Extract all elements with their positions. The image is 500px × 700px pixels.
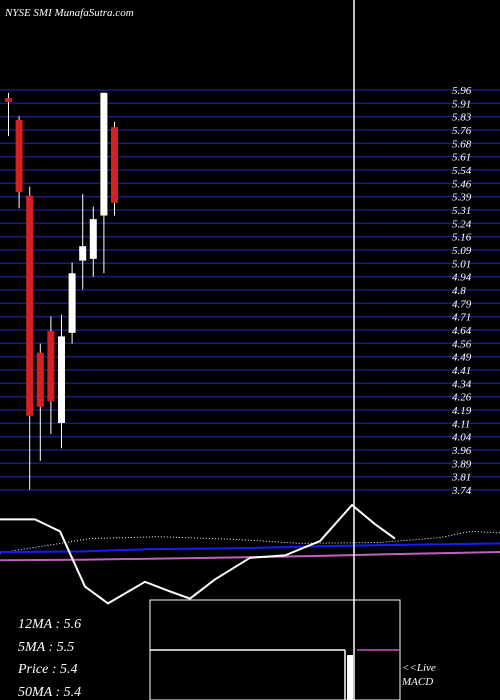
price-tick-label: 5.54 (452, 165, 472, 177)
candle-body (36, 352, 44, 407)
price-tick-label: 4.26 (452, 392, 472, 404)
price-tick-labels: 5.965.91 5.835.765.68 5.615.545.46 5.395.31… (451, 85, 472, 497)
stat-50ma: 50MA : 5.4 (18, 685, 81, 700)
candle-body (15, 119, 23, 193)
candle-body (79, 246, 87, 261)
stat-5ma: 5MA : 5.5 (18, 640, 74, 655)
macd-line (0, 503, 396, 605)
price-tick-label: 4.79 (452, 298, 472, 310)
price-tick-label: 5.09 (452, 245, 472, 257)
price-tick-label: 5.76 (452, 125, 472, 137)
chart-title: NYSE SMI MunafaSutra.com (4, 7, 134, 19)
macd-box (149, 599, 401, 700)
price-tick-label: 5.39 (452, 192, 472, 204)
price-tick-label: 4.49 (452, 352, 472, 364)
price-tick-label: 5.96 (452, 85, 472, 97)
macd-label: <<Live MACD (401, 662, 439, 688)
candle-body (89, 219, 97, 259)
candle-body (100, 92, 108, 216)
candlesticks (5, 92, 118, 490)
price-tick-label: 5.68 (452, 138, 472, 150)
price-tick-label: 3.89 (451, 458, 472, 470)
candle-body (5, 98, 12, 102)
price-tick-label: 3.74 (451, 485, 472, 497)
stat-price: Price : 5.4 (17, 662, 78, 677)
ma-dotted-line (0, 530, 500, 554)
price-tick-label: 4.04 (452, 432, 472, 444)
candle-body (58, 336, 65, 424)
price-tick-label: 5.01 (452, 258, 471, 270)
price-tick-label: 5.31 (452, 205, 471, 217)
price-tick-label: 4.56 (452, 338, 472, 350)
candle-body (68, 273, 76, 333)
candle-body (111, 127, 118, 203)
price-tick-label: 4.11 (452, 418, 470, 430)
price-tick-label: 5.91 (452, 98, 471, 110)
stat-12ma: 12MA : 5.6 (18, 617, 81, 632)
price-tick-label: 4.8 (452, 285, 466, 297)
price-tick-label: 4.34 (452, 378, 472, 390)
price-tick-label: 4.94 (452, 272, 472, 284)
price-tick-label: 5.24 (452, 218, 472, 230)
price-tick-label: 5.61 (452, 152, 471, 164)
stats-block: 12MA : 5.6 5MA : 5.5 Price : 5.4 50MA : … (17, 617, 81, 700)
price-gridlines (0, 89, 500, 491)
price-tick-label: 4.19 (452, 405, 472, 417)
ma-pink-line (0, 551, 500, 562)
price-tick-label: 4.71 (452, 312, 471, 324)
ma-blue-line (0, 542, 500, 554)
price-tick-label: 5.83 (452, 112, 472, 124)
indicator-panel (0, 503, 500, 605)
price-tick-label: 5.16 (452, 232, 472, 244)
price-tick-label: 5.46 (452, 178, 472, 190)
price-tick-label: 4.41 (452, 365, 471, 377)
candle-body (26, 195, 34, 416)
price-tick-label: 3.81 (451, 472, 471, 484)
price-tick-label: 3.96 (451, 445, 472, 457)
price-tick-label: 4.64 (452, 325, 472, 337)
candle-body (47, 331, 55, 402)
